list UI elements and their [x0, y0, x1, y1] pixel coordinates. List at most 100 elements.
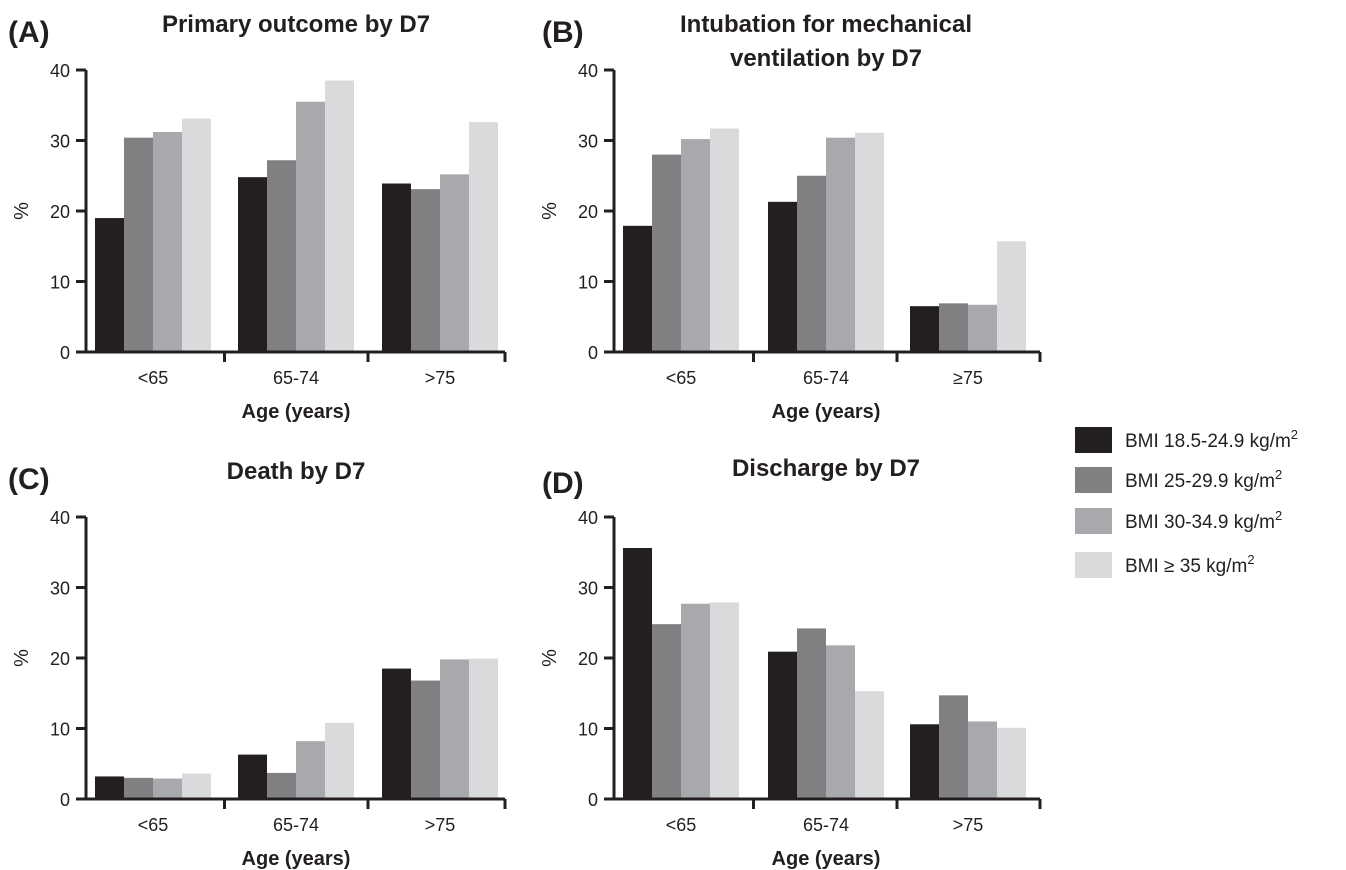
x-tick-label: <65	[138, 368, 169, 388]
y-axis-title: %	[11, 649, 33, 667]
y-tick-label: 20	[578, 202, 598, 222]
panel-letter: (C)	[8, 463, 50, 496]
chart-title: Discharge by D7	[732, 455, 920, 482]
bar	[238, 177, 267, 352]
bar	[411, 189, 440, 352]
chart-title: Death by D7	[227, 458, 366, 485]
x-tick-label: >75	[953, 815, 984, 835]
legend-label: BMI 30-34.9 kg/m2	[1125, 508, 1282, 533]
x-tick-label: 65-74	[803, 368, 849, 388]
bar	[238, 754, 267, 799]
x-tick-label: <65	[666, 815, 697, 835]
bar	[623, 225, 652, 352]
y-tick-label: 20	[578, 649, 598, 669]
x-axis-title: Age (years)	[772, 848, 881, 870]
y-axis-title: %	[539, 202, 561, 220]
x-tick-label: <65	[666, 368, 697, 388]
bar	[939, 695, 968, 799]
x-tick-label: <65	[138, 815, 169, 835]
legend-item: BMI 25-29.9 kg/m2	[1075, 467, 1282, 493]
legend-item: BMI 30-34.9 kg/m2	[1075, 508, 1282, 534]
legend-swatch	[1075, 552, 1112, 578]
x-tick-label: 65-74	[273, 368, 319, 388]
bar	[652, 154, 681, 352]
y-tick-label: 0	[588, 790, 598, 810]
panel-letter: (D)	[542, 467, 584, 500]
y-tick-label: 30	[50, 579, 70, 599]
panel-letter: (A)	[8, 16, 50, 49]
chart-title: Primary outcome by D7	[162, 11, 430, 38]
legend-swatch	[1075, 467, 1112, 493]
x-axis-title: Age (years)	[772, 401, 881, 423]
bar	[997, 727, 1026, 799]
y-tick-label: 10	[578, 720, 598, 740]
bar	[968, 721, 997, 799]
bar	[826, 137, 855, 352]
chart-title: Intubation for mechanical	[680, 11, 972, 38]
legend-item: BMI ≥ 35 kg/m2	[1075, 552, 1255, 578]
y-tick-label: 30	[578, 132, 598, 152]
bar	[440, 659, 469, 799]
bar	[939, 303, 968, 352]
y-tick-label: 0	[60, 343, 70, 363]
bar	[325, 80, 354, 352]
y-tick-label: 0	[60, 790, 70, 810]
bar	[855, 691, 884, 799]
x-tick-label: 65-74	[273, 815, 319, 835]
bar	[382, 668, 411, 799]
bar	[910, 306, 939, 352]
x-tick-label: ≥75	[953, 368, 983, 388]
legend-label-superscript: 2	[1247, 552, 1254, 567]
x-axis-title: Age (years)	[242, 401, 351, 423]
bar	[382, 183, 411, 352]
bar	[855, 132, 884, 352]
bar	[296, 741, 325, 799]
bar	[768, 201, 797, 352]
bar	[997, 241, 1026, 352]
y-tick-label: 10	[50, 720, 70, 740]
bar	[95, 776, 124, 799]
legend: BMI 18.5-24.9 kg/m2 BMI 25-29.9 kg/m2 BMI …	[1075, 427, 1298, 578]
legend-item: BMI 18.5-24.9 kg/m2	[1075, 427, 1298, 453]
bar	[469, 122, 498, 352]
bar	[797, 628, 826, 799]
y-tick-label: 40	[578, 61, 598, 81]
chart-panel: (A) Primary outcome by D7 0 10 20 30 40 <65 65-7…	[8, 11, 507, 423]
chart-panels: (A) Primary outcome by D7 0 10 20 30 40 <65 65-7…	[8, 11, 1042, 870]
bar	[124, 777, 153, 799]
y-tick-label: 0	[588, 343, 598, 363]
bar	[681, 603, 710, 799]
y-tick-label: 20	[50, 649, 70, 669]
y-tick-label: 10	[578, 273, 598, 293]
y-axis-title: %	[11, 202, 33, 220]
bar	[267, 772, 296, 799]
legend-label-superscript: 2	[1275, 508, 1282, 523]
bar	[153, 778, 182, 799]
bar	[182, 773, 211, 799]
bar	[124, 137, 153, 352]
y-tick-label: 10	[50, 273, 70, 293]
legend-label: BMI 18.5-24.9 kg/m2	[1125, 427, 1298, 452]
bar	[623, 548, 652, 799]
bar	[153, 132, 182, 352]
bar	[797, 175, 826, 352]
bar	[768, 651, 797, 799]
y-axis-title: %	[539, 649, 561, 667]
legend-label-superscript: 2	[1291, 427, 1298, 442]
bar	[440, 174, 469, 352]
x-tick-label: >75	[425, 815, 456, 835]
bar	[710, 602, 739, 799]
bar	[910, 724, 939, 799]
x-tick-label: >75	[425, 368, 456, 388]
x-axis-title: Age (years)	[242, 848, 351, 870]
bar	[710, 128, 739, 352]
bar	[296, 101, 325, 352]
legend-swatch	[1075, 508, 1112, 534]
legend-label-superscript: 2	[1275, 467, 1282, 482]
y-tick-label: 40	[578, 508, 598, 528]
bar	[681, 139, 710, 352]
chart-panel: (B) Intubation for mechanical ventilation …	[539, 11, 1042, 423]
bar	[826, 645, 855, 799]
chart-panel: (C) Death by D7 0 10 20 30 40 <65 65-74 >75 Age (y…	[8, 458, 507, 870]
